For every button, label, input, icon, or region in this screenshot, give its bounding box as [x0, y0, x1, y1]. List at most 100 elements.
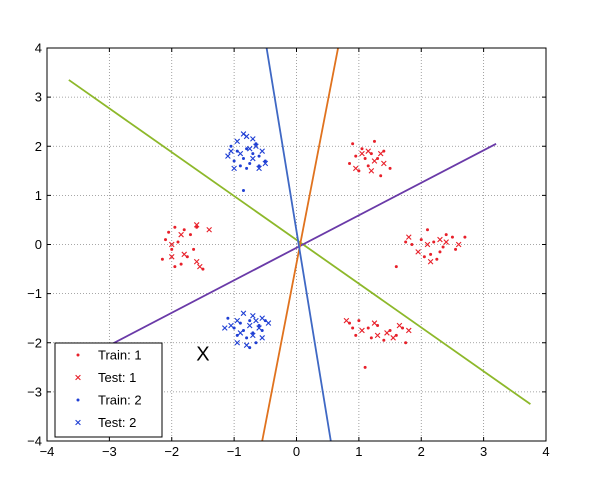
- data-point: [193, 258, 200, 265]
- data-point: [176, 240, 180, 244]
- legend-label: Train: 1: [98, 348, 142, 363]
- data-point: [193, 222, 200, 228]
- data-point: [240, 310, 247, 317]
- data-point: [182, 228, 186, 232]
- data-point: [178, 231, 184, 238]
- data-point: [225, 153, 231, 159]
- x-tick-label: 3: [480, 444, 487, 459]
- data-point: [192, 247, 196, 251]
- x-tick-label: −3: [102, 444, 117, 459]
- x-tick-label: 0: [293, 444, 300, 459]
- data-point: [377, 150, 384, 157]
- data-point: [257, 324, 261, 328]
- legend: Train: 1 Test: 1 Train: 2 Test: 2: [54, 342, 163, 438]
- data-point: [357, 319, 361, 323]
- data-point: [259, 315, 265, 321]
- data-point: [241, 157, 245, 161]
- y-tick-label: −2: [27, 335, 42, 350]
- data-point: [245, 147, 249, 151]
- data-point: [351, 142, 355, 146]
- data-point: [173, 225, 177, 229]
- data-point: [254, 341, 258, 345]
- data-point: [441, 245, 445, 249]
- series-train-1: [160, 139, 467, 369]
- data-point: [381, 160, 387, 167]
- data-point: [390, 335, 396, 341]
- data-point: [265, 320, 272, 326]
- data-point: [419, 238, 423, 242]
- data-point: [438, 250, 442, 254]
- data-point: [366, 326, 370, 330]
- data-point: [359, 327, 365, 334]
- data-point: [363, 365, 367, 369]
- y-axis-ticks: −4 −3 −2 −1 0 1 2 3 4: [27, 41, 546, 449]
- y-tick-label: 3: [35, 90, 42, 105]
- data-point: [251, 331, 255, 335]
- data-point: [369, 336, 373, 340]
- data-point: [241, 188, 245, 192]
- y-tick-label: −3: [27, 384, 42, 399]
- data-point: [250, 136, 256, 142]
- x-tick-label: 2: [418, 444, 425, 459]
- data-point: [363, 157, 367, 161]
- series-test-2: [221, 131, 272, 348]
- data-point: [443, 239, 449, 245]
- x-tick-label: −4: [40, 444, 55, 459]
- data-point: [232, 159, 236, 163]
- separator-line-2: [90, 142, 497, 356]
- data-point: [160, 257, 164, 261]
- x-tick-label: 1: [355, 444, 362, 459]
- data-point: [240, 131, 247, 137]
- data-point: [231, 165, 237, 172]
- data-point: [170, 247, 174, 251]
- data-point: [248, 319, 252, 323]
- data-point: [246, 322, 253, 329]
- separator-line-4: [265, 48, 332, 441]
- data-point: [374, 332, 381, 339]
- annotation-x: X: [196, 343, 209, 365]
- data-point: [206, 226, 212, 233]
- legend-marker: [75, 374, 81, 381]
- data-point: [455, 241, 462, 248]
- data-point: [379, 174, 383, 178]
- data-point: [371, 158, 378, 164]
- data-point: [254, 142, 258, 146]
- data-point: [234, 317, 241, 324]
- data-point: [197, 263, 203, 270]
- data-point: [259, 335, 265, 341]
- data-point: [368, 168, 375, 174]
- data-point: [238, 164, 242, 168]
- data-point: [246, 145, 253, 152]
- data-point: [228, 322, 234, 329]
- data-point: [437, 236, 443, 243]
- data-point: [384, 330, 390, 336]
- data-point: [348, 161, 352, 165]
- data-point: [226, 316, 230, 320]
- legend-label: Test: 1: [98, 370, 136, 385]
- data-point: [250, 332, 256, 339]
- data-point: [454, 247, 458, 251]
- data-point: [167, 230, 171, 234]
- data-point: [237, 330, 244, 336]
- data-point: [394, 265, 398, 269]
- separator-line-1: [68, 79, 531, 405]
- data-point: [404, 240, 408, 244]
- data-point: [179, 262, 183, 266]
- x-tick-label: −2: [164, 444, 179, 459]
- legend-marker: [76, 353, 80, 357]
- data-point: [228, 148, 234, 154]
- data-point: [424, 241, 431, 248]
- data-point: [256, 325, 262, 331]
- y-tick-label: 0: [35, 237, 42, 252]
- x-axis-ticks: −4 −3 −2 −1 0 1 2 3 4: [40, 48, 550, 459]
- data-point: [164, 238, 168, 242]
- data-point: [354, 154, 358, 158]
- data-point: [343, 317, 350, 324]
- data-point: [382, 338, 386, 342]
- legend-box: [54, 342, 163, 438]
- data-point: [435, 257, 439, 261]
- data-point: [245, 336, 249, 340]
- data-point: [234, 339, 241, 346]
- x-tick-label: 4: [542, 444, 549, 459]
